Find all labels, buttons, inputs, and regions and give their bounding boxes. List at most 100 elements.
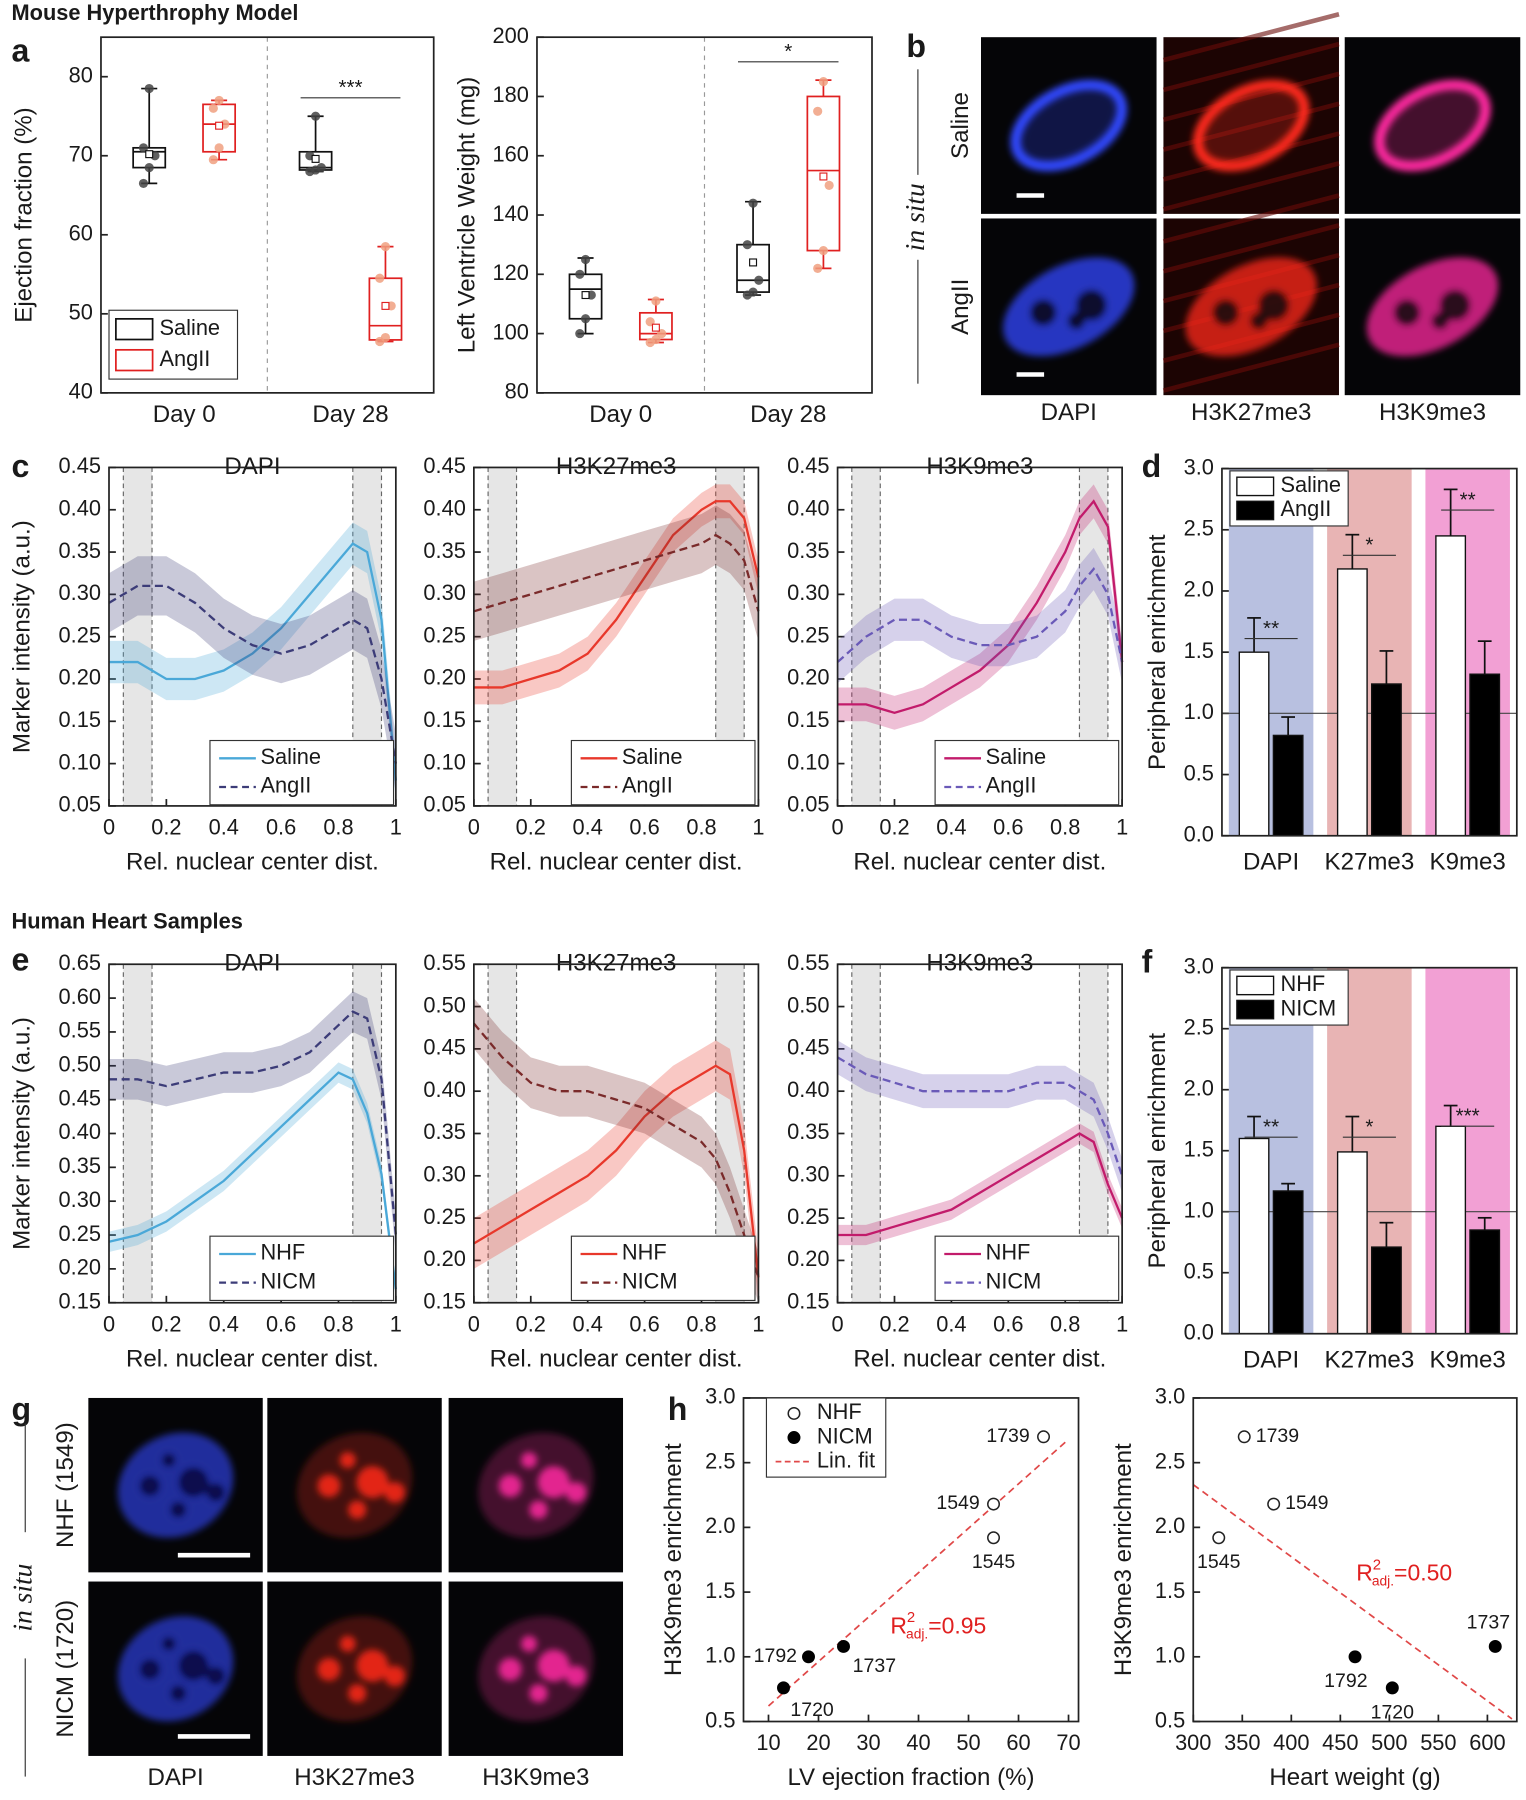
x-tick-label: 400 <box>1273 1730 1309 1755</box>
column-label: H3K9me3 <box>482 1764 589 1791</box>
y-tick-label: 0.40 <box>787 1077 829 1102</box>
y-tick-label: 2.0 <box>1184 1075 1214 1100</box>
x-tick-label: 0.4 <box>209 1311 239 1336</box>
legend-label: NICM <box>260 1268 316 1293</box>
y-tick-label: 0.25 <box>59 622 101 647</box>
legend-box <box>934 1235 1120 1302</box>
data-point <box>837 1639 850 1653</box>
y-axis-label: Marker intensity (a.u.) <box>8 1017 35 1250</box>
nucleus-spot <box>384 1665 406 1687</box>
error-band <box>109 522 396 802</box>
data-point <box>208 103 218 113</box>
fit-annotation-part: adj. <box>1372 1573 1394 1588</box>
nucleus <box>296 1616 413 1722</box>
y-tick-label: 0.5 <box>705 1707 735 1732</box>
point-label: 1792 <box>1324 1670 1367 1692</box>
nucleus-spot <box>348 1684 367 1703</box>
error-band <box>473 1040 759 1303</box>
micrograph-texture <box>1162 342 1340 393</box>
panel-letter: g <box>11 1391 31 1427</box>
y-tick-label: 0.35 <box>787 1119 829 1144</box>
legend-label: AngII <box>260 773 311 798</box>
data-line <box>109 542 397 781</box>
data-point <box>742 240 752 250</box>
micrograph-texture <box>1162 223 1340 274</box>
panel-letter: e <box>11 941 29 977</box>
y-tick-label: 0.20 <box>787 1246 829 1271</box>
legend-swatch <box>1236 975 1275 996</box>
y-tick-label: 80 <box>69 62 93 87</box>
significance-label: * <box>784 40 792 63</box>
x-tick-label: K27me3 <box>1325 1347 1415 1374</box>
data-point <box>748 198 758 208</box>
x-tick-label: 0.8 <box>686 1311 716 1336</box>
significance-label: ** <box>1263 1115 1279 1138</box>
bar <box>1435 535 1467 837</box>
side-label: in situ <box>899 183 930 251</box>
x-tick-label: K27me3 <box>1325 849 1415 876</box>
y-tick-label: 0.30 <box>423 1162 465 1187</box>
bar <box>1336 568 1368 837</box>
y-tick-label: 0.40 <box>423 1077 465 1102</box>
data-point <box>987 1497 1001 1511</box>
x-tick-label: 0.6 <box>629 1311 659 1336</box>
legend-box <box>108 309 239 380</box>
legend-swatch <box>1236 500 1275 521</box>
x-tick-label: 350 <box>1224 1730 1260 1755</box>
x-tick-label: DAPI <box>1243 849 1299 876</box>
x-tick-label: K9me3 <box>1430 1347 1506 1374</box>
shaded-region <box>851 964 881 1303</box>
y-tick-label: 0.30 <box>787 1162 829 1187</box>
panel-letter: d <box>1142 448 1162 484</box>
plot-frame <box>742 1397 1080 1723</box>
y-axis-label: Peripheral enrichment <box>1144 534 1171 770</box>
legend-swatch <box>1236 476 1275 497</box>
data-point <box>580 254 591 265</box>
y-tick-label: 2.5 <box>1155 1448 1185 1473</box>
y-tick-label: 0.05 <box>59 792 101 817</box>
nucleus-spot <box>1393 298 1421 327</box>
x-tick-label: DAPI <box>1243 1347 1299 1374</box>
micrograph-texture <box>1162 193 1340 244</box>
x-tick-label: 0.2 <box>879 1311 909 1336</box>
nucleus-spot <box>317 1657 341 1681</box>
micrograph-texture <box>1162 161 1340 212</box>
point-label: 1549 <box>936 1492 979 1514</box>
x-tick-label: 0.2 <box>151 815 181 840</box>
bar <box>1336 1151 1368 1335</box>
fit-line <box>767 1438 1070 1707</box>
x-tick-label: 1 <box>752 815 764 840</box>
y-tick-label: 100 <box>493 319 529 344</box>
legend-label: Saline <box>159 315 220 340</box>
y-tick-label: 0.15 <box>787 1288 829 1313</box>
data-point <box>651 296 661 306</box>
data-point <box>1488 1639 1502 1653</box>
plot-frame <box>1221 467 1518 837</box>
y-tick-label: 0.25 <box>423 622 465 647</box>
data-point <box>144 163 154 173</box>
data-point <box>1237 1430 1251 1444</box>
nucleus-spot <box>498 1657 522 1681</box>
x-tick-label: 70 <box>1056 1730 1080 1755</box>
x-tick-label: 0.4 <box>573 815 603 840</box>
data-point <box>316 163 326 173</box>
nucleus-body <box>296 1432 413 1538</box>
mean-marker <box>581 291 590 300</box>
legend-label: AngII <box>159 346 210 371</box>
shaded-region <box>488 467 517 806</box>
data-point <box>824 180 834 190</box>
data-line <box>473 500 760 689</box>
legend-label: Saline <box>260 744 321 769</box>
data-point <box>1267 1497 1281 1511</box>
x-tick-label: 0.6 <box>266 1311 296 1336</box>
point-label: 1549 <box>1285 1492 1328 1514</box>
significance-label: * <box>1365 534 1373 557</box>
point-label: 1739 <box>1256 1425 1299 1447</box>
data-point <box>987 1531 1001 1545</box>
x-tick-label: 0.6 <box>266 815 296 840</box>
y-tick-label: 0.10 <box>423 749 465 774</box>
nucleus-body <box>117 1616 234 1722</box>
x-axis-label: Rel. nuclear center dist. <box>853 1345 1106 1372</box>
error-band <box>837 547 1123 684</box>
x-tick-label: Day 0 <box>153 401 216 428</box>
